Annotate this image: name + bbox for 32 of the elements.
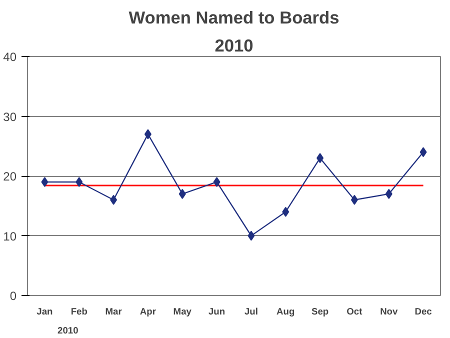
point [41, 176, 48, 187]
point [385, 188, 392, 199]
point [213, 176, 220, 187]
chart-title: Women Named to Boards [128, 8, 340, 28]
y-tick-label: 0 [10, 289, 17, 303]
point [248, 230, 255, 241]
x-tick-label: Oct [346, 306, 362, 316]
point [316, 153, 324, 164]
x-tick-label: Feb [70, 306, 88, 316]
x-tick-label: Jun [208, 306, 226, 316]
x-tick-label: Aug [276, 306, 295, 316]
y-tick-label: 20 [3, 170, 17, 184]
x-tick-label: Jul [244, 306, 258, 316]
text: 2010 [58, 326, 78, 336]
x-tick-label: Dec [414, 306, 432, 316]
x-tick-label: Nov [380, 306, 398, 316]
x-tick-label: Sep [311, 306, 329, 316]
x-tick-label: Mar [105, 306, 122, 316]
chart-subtitle: 2010 [214, 36, 254, 56]
point [282, 206, 290, 217]
point [420, 147, 427, 158]
x-tick-label: Apr [140, 306, 156, 316]
point [110, 194, 118, 205]
point [144, 129, 152, 140]
y-tick-label: 30 [3, 110, 17, 124]
y-tick-label: 10 [3, 229, 17, 244]
x-tick-label: Jan [36, 306, 54, 316]
point [350, 194, 358, 205]
point [178, 188, 186, 199]
point [76, 176, 83, 187]
y-tick-label: 40 [3, 50, 17, 64]
x-tick-label: May [173, 306, 192, 316]
